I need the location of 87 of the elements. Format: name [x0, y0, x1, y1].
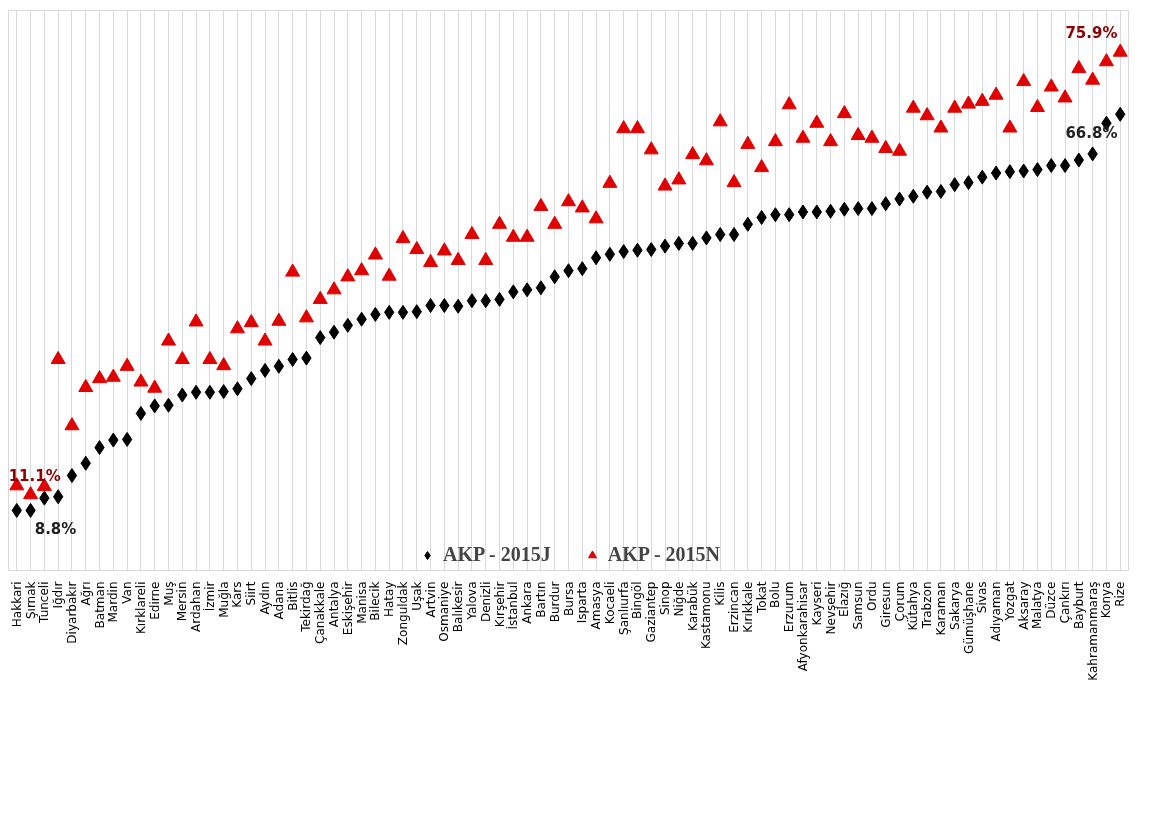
- x-tick-label: Bilecik: [368, 581, 383, 621]
- x-tick-label: Bingöl: [630, 581, 645, 619]
- x-tick-label: Tunceli: [37, 581, 52, 624]
- data-label: 75.9%: [1065, 24, 1118, 43]
- x-tick-label: Malatya: [1030, 581, 1045, 630]
- x-tick-label: Giresun: [878, 581, 893, 628]
- x-tick-label: Zonguldak: [395, 581, 410, 646]
- x-tick-label: Muş: [161, 581, 176, 606]
- x-tick-label: Çankırı: [1058, 581, 1073, 624]
- x-tick-label: Sivas: [975, 581, 990, 614]
- x-tick-label: Adıyaman: [989, 581, 1004, 642]
- legend-label: AKP - 2015J: [443, 543, 551, 566]
- x-tick-label: Trabzon: [920, 581, 935, 630]
- x-tick-label: Erzincan: [727, 581, 742, 633]
- x-tick-label: Afyonkarahisar: [795, 581, 810, 672]
- x-tick-label: Aydın: [258, 581, 273, 615]
- x-tick-label: Manisa: [354, 581, 369, 624]
- x-tick-label: Kırşehir: [492, 581, 507, 628]
- data-label: 66.8%: [1065, 124, 1118, 143]
- x-tick-label: Osmaniye: [437, 581, 452, 642]
- x-tick-label: Bayburt: [1071, 581, 1086, 630]
- x-tick-label: Ağrı: [78, 581, 93, 606]
- x-tick-label: Elazığ: [837, 581, 852, 618]
- x-tick-label: İstanbul: [505, 581, 521, 630]
- x-tick-label: Erzurum: [782, 581, 797, 633]
- x-tick-label: Denizli: [478, 581, 493, 623]
- x-tick-label: Uşak: [409, 581, 424, 611]
- data-label: 11.1%: [8, 466, 61, 485]
- x-tick-label: Siirt: [244, 581, 259, 606]
- x-tick-label: Karaman: [933, 581, 948, 636]
- x-tick-label: Kırklareli: [133, 581, 148, 634]
- x-tick-label: Kahramanmaraş: [1085, 581, 1100, 681]
- x-tick-label: Bursa: [561, 581, 576, 616]
- x-tick-label: Eskişehir: [340, 581, 355, 636]
- x-tick-label: Kocaeli: [602, 581, 617, 625]
- x-tick-label: Kastamonu: [699, 581, 714, 650]
- data-label: 8.8%: [34, 520, 77, 539]
- x-tick-label: Isparta: [575, 581, 590, 624]
- x-tick-label: Karabük: [685, 581, 700, 631]
- x-tick-label: Amasya: [589, 581, 604, 630]
- x-tick-label: Balıkesir: [451, 581, 466, 633]
- x-tick-label: Ankara: [520, 581, 535, 624]
- x-tick-label: Yozgat: [1002, 581, 1017, 622]
- x-tick-label: Nevşehir: [823, 581, 838, 635]
- x-tick-label: Artvin: [423, 581, 438, 618]
- x-tick-label: Iğdır: [51, 581, 66, 609]
- x-tick-label: Sakarya: [947, 581, 962, 630]
- x-tick-label: Gümüşhane: [961, 581, 976, 654]
- x-tick-label: Rize: [1113, 581, 1128, 607]
- x-tick-label: İzmir: [201, 581, 217, 612]
- x-tick-label: Kilis: [713, 581, 728, 606]
- x-tick-label: Konya: [1099, 581, 1114, 619]
- x-tick-label: Batman: [92, 581, 107, 629]
- x-tick-label: Düzce: [1044, 581, 1059, 619]
- x-tick-label: Diyarbakır: [64, 581, 79, 644]
- x-tick-label: Kayseri: [809, 581, 824, 626]
- x-tick-label: Gaziantep: [644, 581, 659, 643]
- x-tick-label: Kars: [230, 581, 245, 608]
- x-tick-label: Ordu: [864, 581, 879, 611]
- x-tick-label: Bartın: [533, 581, 548, 618]
- x-tick-label: Hatay: [382, 581, 397, 618]
- x-tick-label: Kırıkkale: [740, 581, 755, 633]
- x-tick-label: Aksaray: [1016, 581, 1031, 630]
- x-tick-label: Şanlıurfa: [616, 581, 631, 635]
- x-tick-label: Tekirdağ: [299, 581, 314, 633]
- x-tick-label: Bolu: [768, 581, 783, 609]
- x-tick-label: Mersin: [175, 581, 190, 622]
- legend-label: AKP - 2015N: [607, 543, 720, 566]
- x-tick-label: Burdur: [547, 581, 562, 623]
- x-tick-label: Kütahya: [906, 581, 921, 631]
- x-tick-label: Çorum: [892, 581, 907, 622]
- x-tick-label: Muğla: [216, 581, 231, 618]
- x-tick-label: Hakkari: [9, 581, 24, 628]
- x-tick-label: Samsun: [851, 581, 866, 630]
- x-tick-label: Ardahan: [189, 581, 204, 632]
- x-tick-label: Adana: [271, 581, 286, 620]
- x-tick-label: Bitlis: [285, 581, 300, 611]
- x-tick-label: Van: [120, 581, 135, 604]
- x-tick-label: Mardin: [106, 581, 121, 623]
- x-tick-label: Şırnak: [23, 581, 38, 620]
- x-tick-label: Sinop: [658, 581, 673, 616]
- x-tick-label: Niğde: [671, 581, 686, 617]
- x-tick-label: Antalya: [327, 581, 342, 628]
- x-tick-label: Çanakkale: [313, 581, 328, 644]
- x-tick-label: Edirne: [147, 581, 162, 620]
- x-tick-label: Tokat: [754, 581, 769, 614]
- x-tick-label: Yalova: [464, 581, 479, 621]
